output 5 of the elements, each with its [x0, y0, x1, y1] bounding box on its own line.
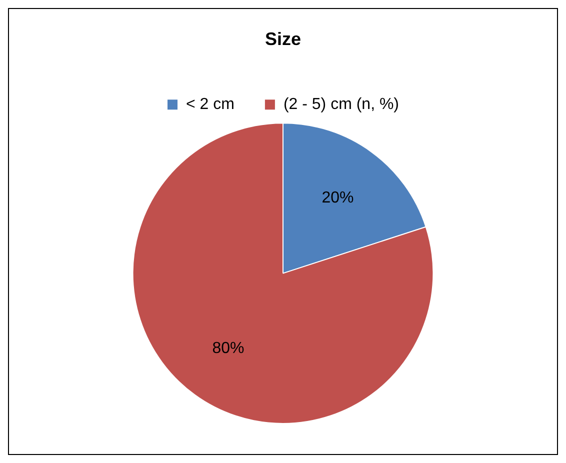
- chart-title: Size: [264, 28, 302, 49]
- legend-label: (2 - 5) cm (n, %): [283, 96, 400, 114]
- data-label: 80%: [212, 340, 244, 358]
- legend-label: < 2 cm: [186, 96, 234, 114]
- data-label: 20%: [322, 189, 354, 206]
